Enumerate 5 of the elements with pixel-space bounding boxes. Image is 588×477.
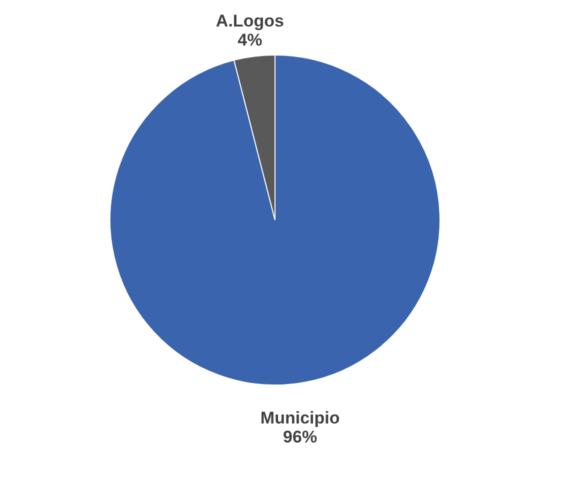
slice-label: Municipio <box>260 408 340 428</box>
data-label: 4% <box>238 30 262 50</box>
pie-slice <box>110 54 440 386</box>
slice-label: A.Logos <box>216 12 284 31</box>
data-label: 96% <box>283 427 318 446</box>
